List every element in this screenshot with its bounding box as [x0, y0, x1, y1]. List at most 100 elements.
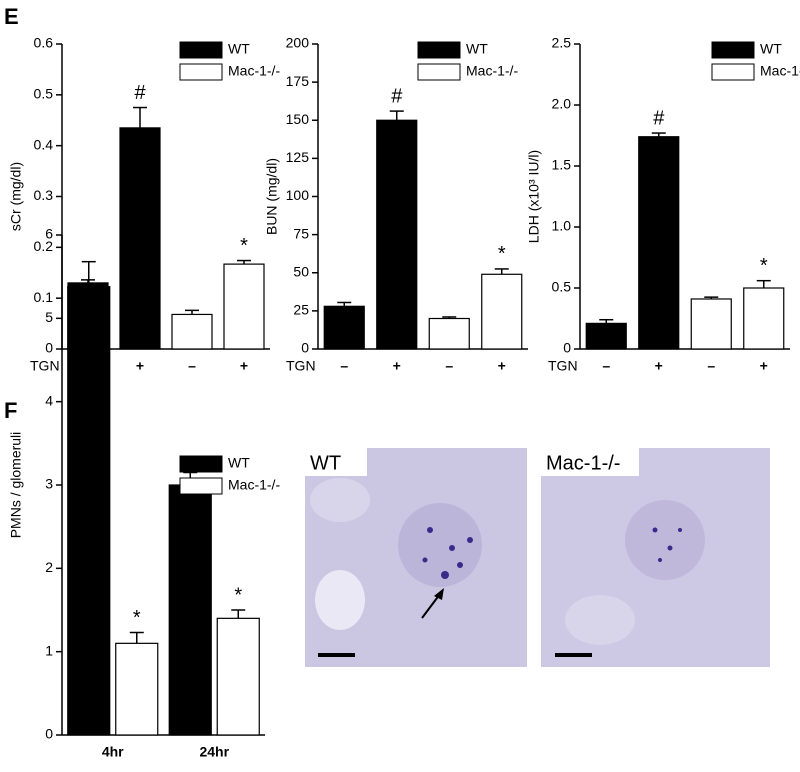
legend-swatch — [179, 477, 223, 495]
significance-mark: # — [391, 85, 403, 107]
bar — [168, 484, 212, 736]
legend-swatch — [417, 41, 461, 59]
y-tick-label: 3 — [45, 476, 53, 492]
bar — [67, 286, 111, 736]
y-tick-label: 0 — [45, 340, 53, 356]
x-tick-label: + — [760, 358, 768, 374]
bar — [119, 127, 161, 350]
bar — [223, 263, 265, 350]
y-tick-label: 1.0 — [552, 218, 572, 234]
x-axis-label: TGN — [30, 358, 60, 374]
x-tick-label: – — [340, 358, 348, 374]
legend-swatch — [711, 63, 755, 81]
y-axis-label: BUN (mg/dl) — [264, 158, 280, 235]
y-tick-label: 200 — [286, 35, 310, 51]
legend-label: Mac-1-/- — [228, 63, 280, 79]
label-bg — [541, 448, 639, 476]
image-label: WT — [310, 452, 341, 474]
legend-label: WT — [760, 41, 782, 57]
y-tick-label: 0.2 — [34, 238, 54, 254]
image-label: Mac-1-/- — [546, 452, 620, 474]
legend-swatch — [179, 41, 223, 59]
legend-swatch — [711, 41, 755, 59]
y-tick-label: 4 — [45, 392, 53, 408]
y-tick-label: 25 — [293, 302, 309, 318]
bar — [638, 136, 680, 350]
bar — [115, 642, 159, 736]
legend-label: Mac-1-/- — [760, 63, 800, 79]
x-tick-label: + — [498, 358, 506, 374]
label-bg — [305, 448, 367, 476]
tubule — [310, 478, 370, 522]
glomerulus — [398, 503, 482, 587]
y-tick-label: 0.1 — [34, 289, 54, 305]
y-axis-label: LDH (x10³ IU/l) — [526, 150, 542, 243]
panel-letter: E — [4, 4, 19, 29]
y-tick-label: 6 — [45, 226, 53, 242]
y-axis-label: PMNs / glomeruli — [8, 432, 24, 539]
x-tick-label: 4hr — [102, 744, 124, 760]
y-tick-label: 0.3 — [34, 187, 54, 203]
x-tick-label: + — [393, 358, 401, 374]
x-tick-label: – — [445, 358, 453, 374]
x-tick-label: + — [240, 358, 248, 374]
y-tick-label: 100 — [286, 187, 310, 203]
significance-mark: * — [240, 235, 248, 257]
y-tick-label: 1 — [45, 642, 53, 658]
x-tick-label: + — [655, 358, 663, 374]
nuclei — [422, 527, 682, 579]
legend-label: WT — [228, 455, 250, 471]
arrow-head — [434, 588, 444, 600]
y-tick-label: 75 — [293, 225, 309, 241]
bar — [585, 322, 627, 350]
x-tick-label: – — [602, 358, 610, 374]
lumen — [315, 570, 365, 630]
bar — [216, 617, 260, 736]
y-tick-label: 2.0 — [552, 96, 572, 112]
x-tick-label: – — [188, 358, 196, 374]
glomerulus — [625, 500, 705, 580]
y-tick-label: 5 — [45, 309, 53, 325]
legend-label: Mac-1-/- — [228, 477, 280, 493]
bar — [743, 287, 785, 350]
legend-swatch — [179, 63, 223, 81]
x-axis-label: TGN — [548, 358, 578, 374]
bar — [428, 317, 470, 350]
significance-mark: * — [498, 243, 506, 265]
y-tick-label: 0.5 — [552, 279, 572, 295]
y-tick-label: 2 — [45, 559, 53, 575]
y-tick-label: 0.6 — [34, 35, 54, 51]
bar — [171, 313, 213, 350]
legend-label: WT — [228, 41, 250, 57]
y-tick-label: 175 — [286, 73, 310, 89]
y-tick-label: 0 — [301, 340, 309, 356]
tubule — [565, 595, 635, 645]
micrograph: WT Mac-1-/- — [305, 448, 770, 667]
bar — [690, 298, 732, 350]
y-tick-label: 0.5 — [34, 86, 54, 102]
significance-mark: * — [234, 584, 242, 606]
significance-mark: * — [133, 607, 141, 629]
y-axis-label: sCr (mg/dl) — [8, 162, 24, 231]
x-axis-label: TGN — [286, 358, 316, 374]
bar — [376, 119, 418, 350]
bar — [323, 305, 365, 350]
x-tick-label: + — [136, 358, 144, 374]
x-tick-label: – — [707, 358, 715, 374]
significance-mark: # — [134, 82, 146, 104]
legend-label: Mac-1-/- — [466, 63, 518, 79]
significance-mark: * — [760, 255, 768, 277]
y-tick-label: 0 — [45, 726, 53, 742]
panel-letter: F — [4, 398, 17, 423]
legend-swatch — [417, 63, 461, 81]
arrow — [421, 593, 441, 619]
y-tick-label: 125 — [286, 149, 310, 165]
y-tick-label: 2.5 — [552, 35, 572, 51]
y-tick-label: 1.5 — [552, 157, 572, 173]
x-tick-label: 24hr — [199, 744, 229, 760]
bar — [481, 273, 523, 350]
y-tick-label: 0.4 — [34, 136, 54, 152]
y-tick-label: 0 — [563, 340, 571, 356]
significance-mark: # — [653, 107, 665, 129]
